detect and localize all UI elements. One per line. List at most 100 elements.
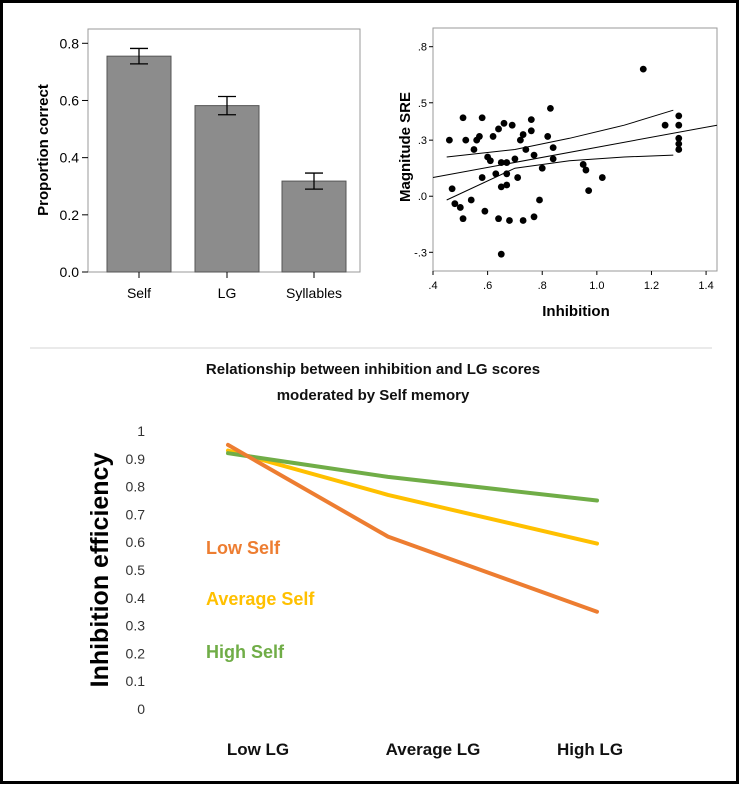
scatter-point xyxy=(445,136,453,144)
scatter-y-tick-label: -.3 xyxy=(414,247,427,259)
line-chart-y-tick-label: 0.5 xyxy=(126,562,146,578)
scatter-point xyxy=(508,121,516,129)
bar-self xyxy=(106,55,172,273)
scatter-point xyxy=(503,181,511,189)
scatter-point xyxy=(500,119,508,127)
scatter-x-tick-label: .4 xyxy=(428,280,437,292)
line-chart-y-tick-label: 0.1 xyxy=(126,673,146,689)
scatter-point xyxy=(470,146,478,153)
scatter-point xyxy=(579,161,587,168)
scatter-point xyxy=(489,133,497,140)
scatter-point xyxy=(486,157,494,165)
scatter-point xyxy=(530,213,538,221)
scatter-fit-line xyxy=(432,124,718,178)
line-chart: Relationship between inhibition and LG s… xyxy=(86,361,623,759)
scatter-point xyxy=(661,121,669,129)
line-chart-y-tick-label: 0.3 xyxy=(126,618,146,634)
scatter-point xyxy=(536,196,543,204)
line-chart-title-line1: Relationship between inhibition and LG s… xyxy=(206,361,540,378)
line-chart-x-category-label: Average LG xyxy=(386,740,481,759)
bar-chart-y-tick-label: 0.2 xyxy=(60,207,80,223)
scatter-point xyxy=(497,159,505,166)
bar-chart-y-tick-label: 0.0 xyxy=(60,264,80,280)
scatter-point xyxy=(462,136,470,144)
scatter-x-tick-label: 1.2 xyxy=(644,280,659,292)
bar-chart: Proportion correct 0.0 0.2 0.4 0.6 0.8 Self LG… xyxy=(35,28,361,301)
legend-average-self: Average Self xyxy=(206,589,315,609)
scatter-point xyxy=(598,174,606,181)
scatter-chart-plot-area xyxy=(432,27,718,272)
bar-chart-y-tick-label: 0.4 xyxy=(60,150,80,166)
line-chart-title-line2: moderated by Self memory xyxy=(277,387,470,404)
scatter-point xyxy=(675,121,683,129)
scatter-point xyxy=(675,134,683,142)
scatter-point xyxy=(495,125,502,133)
series-line-high-self xyxy=(226,451,599,503)
bar-chart-x-tick-label: Syllables xyxy=(286,285,342,301)
scatter-point xyxy=(459,114,467,122)
scatter-x-tick-label: 1.0 xyxy=(589,280,604,292)
line-chart-y-tick-label: 0.9 xyxy=(126,451,146,467)
bar-chart-y-tick-label: 0.8 xyxy=(60,35,80,51)
scatter-point xyxy=(549,144,557,152)
scatter-y-tick-label: .5 xyxy=(418,98,427,110)
scatter-point xyxy=(448,185,456,193)
line-chart-y-tick-label: 1 xyxy=(137,423,145,439)
scatter-ci-lower-line xyxy=(446,154,674,201)
scatter-point xyxy=(456,204,464,211)
line-chart-x-category-label: High LG xyxy=(557,740,623,759)
scatter-point xyxy=(675,112,683,120)
line-chart-y-tick-label: 0.8 xyxy=(126,479,146,495)
line-chart-x-category-label: Low LG xyxy=(227,740,289,759)
scatter-point xyxy=(478,174,486,181)
scatter-chart-x-label: Inhibition xyxy=(542,303,609,320)
scatter-point xyxy=(451,200,459,208)
series-line-low-self xyxy=(226,442,599,614)
scatter-point xyxy=(519,217,527,224)
scatter-point xyxy=(497,250,505,258)
scatter-point xyxy=(538,164,546,172)
scatter-point xyxy=(459,215,467,223)
scatter-point xyxy=(675,146,683,153)
scatter-point xyxy=(481,207,489,215)
bar-syllables xyxy=(281,180,347,273)
scatter-y-tick-label: .8 xyxy=(418,42,427,54)
bar-chart-x-tick-label: Self xyxy=(127,285,151,301)
scatter-x-tick-label: .6 xyxy=(483,280,492,292)
scatter-point xyxy=(467,196,475,204)
scatter-point xyxy=(514,174,522,181)
line-chart-y-tick-label: 0.7 xyxy=(126,506,146,522)
scatter-point xyxy=(639,65,647,73)
scatter-point xyxy=(516,136,524,144)
scatter-point xyxy=(519,131,527,138)
scatter-y-tick-label: .3 xyxy=(418,135,427,147)
scatter-point xyxy=(497,183,505,191)
scatter-chart-y-label: Magnitude SRE xyxy=(397,92,414,202)
scatter-point xyxy=(527,116,535,123)
scatter-y-tick-label: .0 xyxy=(418,191,427,203)
scatter-point xyxy=(492,170,500,178)
series-line-average-self xyxy=(226,448,599,546)
scatter-point xyxy=(522,146,530,153)
scatter-chart: Magnitude SRE Inhibition .4 .6 .8 1.0 1.2 1.4… xyxy=(397,27,718,320)
scatter-point xyxy=(476,133,483,140)
scatter-point xyxy=(544,133,552,140)
scatter-point xyxy=(511,155,519,163)
legend-low-self: Low Self xyxy=(206,538,281,558)
scatter-point xyxy=(503,170,511,178)
scatter-point xyxy=(527,127,535,135)
line-chart-y-tick-label: 0.6 xyxy=(126,534,146,550)
line-chart-y-tick-label: 0.4 xyxy=(126,590,146,606)
scatter-point xyxy=(495,215,502,223)
scatter-point xyxy=(582,166,590,174)
line-chart-y-label: Inhibition efficiency xyxy=(86,453,114,688)
scatter-point xyxy=(506,217,513,224)
scatter-point xyxy=(549,155,557,163)
scatter-point xyxy=(547,104,554,112)
scatter-point xyxy=(503,159,511,166)
scatter-ci-upper-line xyxy=(446,109,674,158)
scatter-point xyxy=(530,151,538,159)
line-chart-y-tick-label: 0 xyxy=(137,701,145,717)
